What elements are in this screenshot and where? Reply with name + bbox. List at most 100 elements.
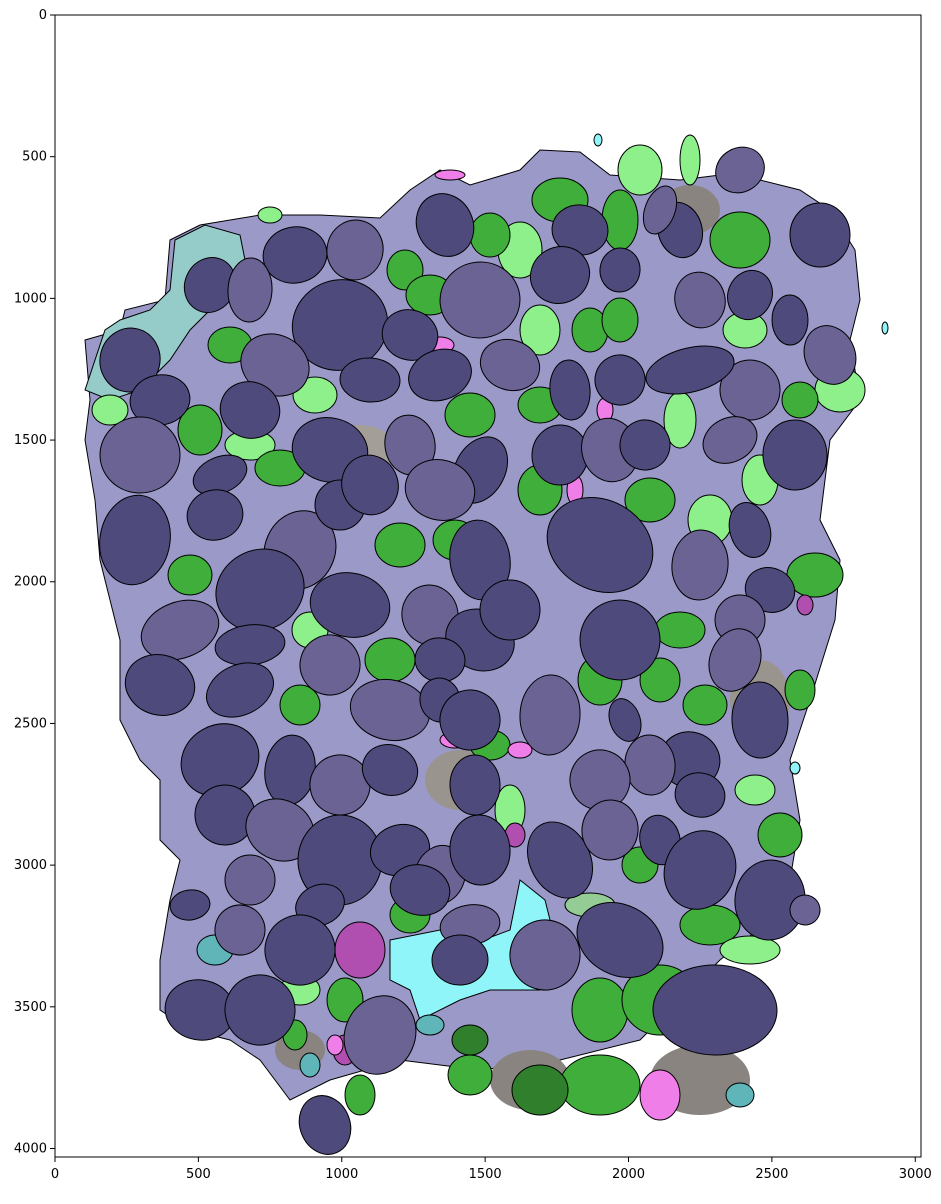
stone-segment bbox=[529, 246, 591, 304]
teal-segment bbox=[789, 761, 801, 775]
x-tick-label: 3000 bbox=[899, 1167, 932, 1182]
green-segment bbox=[624, 477, 676, 523]
stone-segment bbox=[652, 964, 778, 1056]
green-segment bbox=[344, 1074, 376, 1116]
stone-segment bbox=[224, 974, 296, 1046]
x-tick-label: 2500 bbox=[755, 1167, 788, 1182]
y-tick-label: 3500 bbox=[14, 1000, 47, 1015]
stone-segment bbox=[645, 345, 735, 395]
stone-segment bbox=[727, 269, 773, 321]
stone-segment bbox=[299, 634, 361, 696]
stone-segment bbox=[215, 548, 305, 632]
stone-segment bbox=[642, 185, 678, 235]
stone-segment bbox=[309, 572, 391, 638]
x-tick-label: 1000 bbox=[325, 1167, 358, 1182]
stone-segment bbox=[361, 744, 419, 796]
green-segment bbox=[781, 381, 819, 419]
stone-segment bbox=[728, 502, 772, 558]
y-axis: 0 500 1000 1500 2000 2500 3000 3500 4000 bbox=[14, 8, 55, 1156]
stone-segment bbox=[449, 754, 501, 816]
stone-segment bbox=[99, 416, 181, 494]
stone-segment bbox=[298, 1095, 352, 1155]
stone-segment bbox=[671, 529, 729, 601]
stone-segment bbox=[479, 579, 541, 641]
stone-segment bbox=[186, 489, 244, 541]
stone-segment bbox=[214, 904, 266, 956]
pink-segment bbox=[639, 1069, 681, 1121]
green-segment bbox=[617, 144, 663, 196]
teal-segment bbox=[415, 1014, 445, 1036]
stone-segment bbox=[431, 934, 489, 986]
green-segment bbox=[601, 189, 639, 251]
y-tick-label: 0 bbox=[39, 8, 47, 23]
stone-segment bbox=[702, 416, 758, 464]
stone-segment bbox=[731, 681, 789, 759]
stone-segment bbox=[599, 247, 641, 293]
stone-segment bbox=[339, 357, 401, 403]
green-segment bbox=[469, 212, 511, 258]
green-segment bbox=[257, 206, 283, 224]
stone-segment bbox=[219, 381, 281, 439]
pink-segment bbox=[434, 169, 466, 181]
stone-segment bbox=[326, 219, 384, 281]
stone-segment bbox=[99, 327, 161, 393]
x-tick-label: 500 bbox=[186, 1167, 211, 1182]
stone-segment bbox=[415, 193, 475, 257]
green-segment bbox=[682, 684, 728, 726]
stone-segment bbox=[140, 599, 220, 661]
x-tick-label: 2000 bbox=[612, 1167, 645, 1182]
stone-segment bbox=[608, 698, 642, 742]
stone-segments bbox=[99, 146, 857, 1155]
stone-segment bbox=[341, 454, 399, 516]
green-segment bbox=[444, 392, 496, 438]
y-tick-label: 500 bbox=[22, 150, 47, 165]
green-segment bbox=[719, 935, 781, 965]
pink-segment bbox=[326, 1034, 344, 1056]
x-tick-label: 0 bbox=[51, 1167, 59, 1182]
stone-segment bbox=[789, 202, 851, 268]
stone-segment bbox=[663, 830, 737, 910]
stone-segment bbox=[619, 419, 671, 471]
teal-segment bbox=[881, 321, 889, 335]
overlay-image bbox=[84, 133, 889, 1155]
stone-segment bbox=[789, 894, 821, 926]
stone-segment bbox=[404, 459, 476, 521]
stone-segment bbox=[546, 496, 654, 594]
stone-segment bbox=[439, 689, 501, 751]
stone-segment bbox=[262, 226, 328, 284]
stone-segment bbox=[479, 338, 541, 392]
stone-segment bbox=[715, 146, 765, 194]
stone-segment bbox=[264, 914, 336, 986]
pink-segment bbox=[334, 921, 386, 979]
stone-segment bbox=[381, 309, 439, 361]
green-segment bbox=[451, 1024, 489, 1056]
stone-segment bbox=[408, 348, 472, 402]
stone-segment bbox=[594, 354, 646, 406]
x-axis: 0 500 1000 1500 2000 2500 3000 bbox=[51, 1157, 932, 1182]
stone-segment bbox=[449, 814, 511, 886]
y-tick-label: 2500 bbox=[14, 716, 47, 731]
teal-segments bbox=[196, 133, 889, 1108]
y-tick-label: 3000 bbox=[14, 858, 47, 873]
stone-segment bbox=[579, 599, 661, 681]
stone-segment bbox=[674, 772, 726, 818]
axes-frame bbox=[54, 14, 922, 1158]
stone-segment bbox=[206, 662, 274, 718]
green-segment bbox=[279, 684, 321, 726]
green-segment bbox=[91, 394, 129, 426]
stone-segment bbox=[549, 359, 591, 421]
y-tick-label: 1000 bbox=[14, 291, 47, 306]
green-segment bbox=[709, 211, 771, 269]
stone-segment bbox=[762, 419, 828, 491]
green-segment bbox=[784, 669, 816, 711]
green-segment bbox=[374, 522, 426, 568]
green-segment bbox=[559, 1054, 641, 1116]
green-segment bbox=[511, 1064, 569, 1116]
stone-segment bbox=[519, 674, 581, 756]
stone-segment bbox=[803, 325, 857, 385]
pink-segment bbox=[507, 741, 533, 759]
stone-segment bbox=[124, 654, 196, 716]
green-segment bbox=[679, 134, 701, 186]
y-tick-label: 1500 bbox=[14, 433, 47, 448]
